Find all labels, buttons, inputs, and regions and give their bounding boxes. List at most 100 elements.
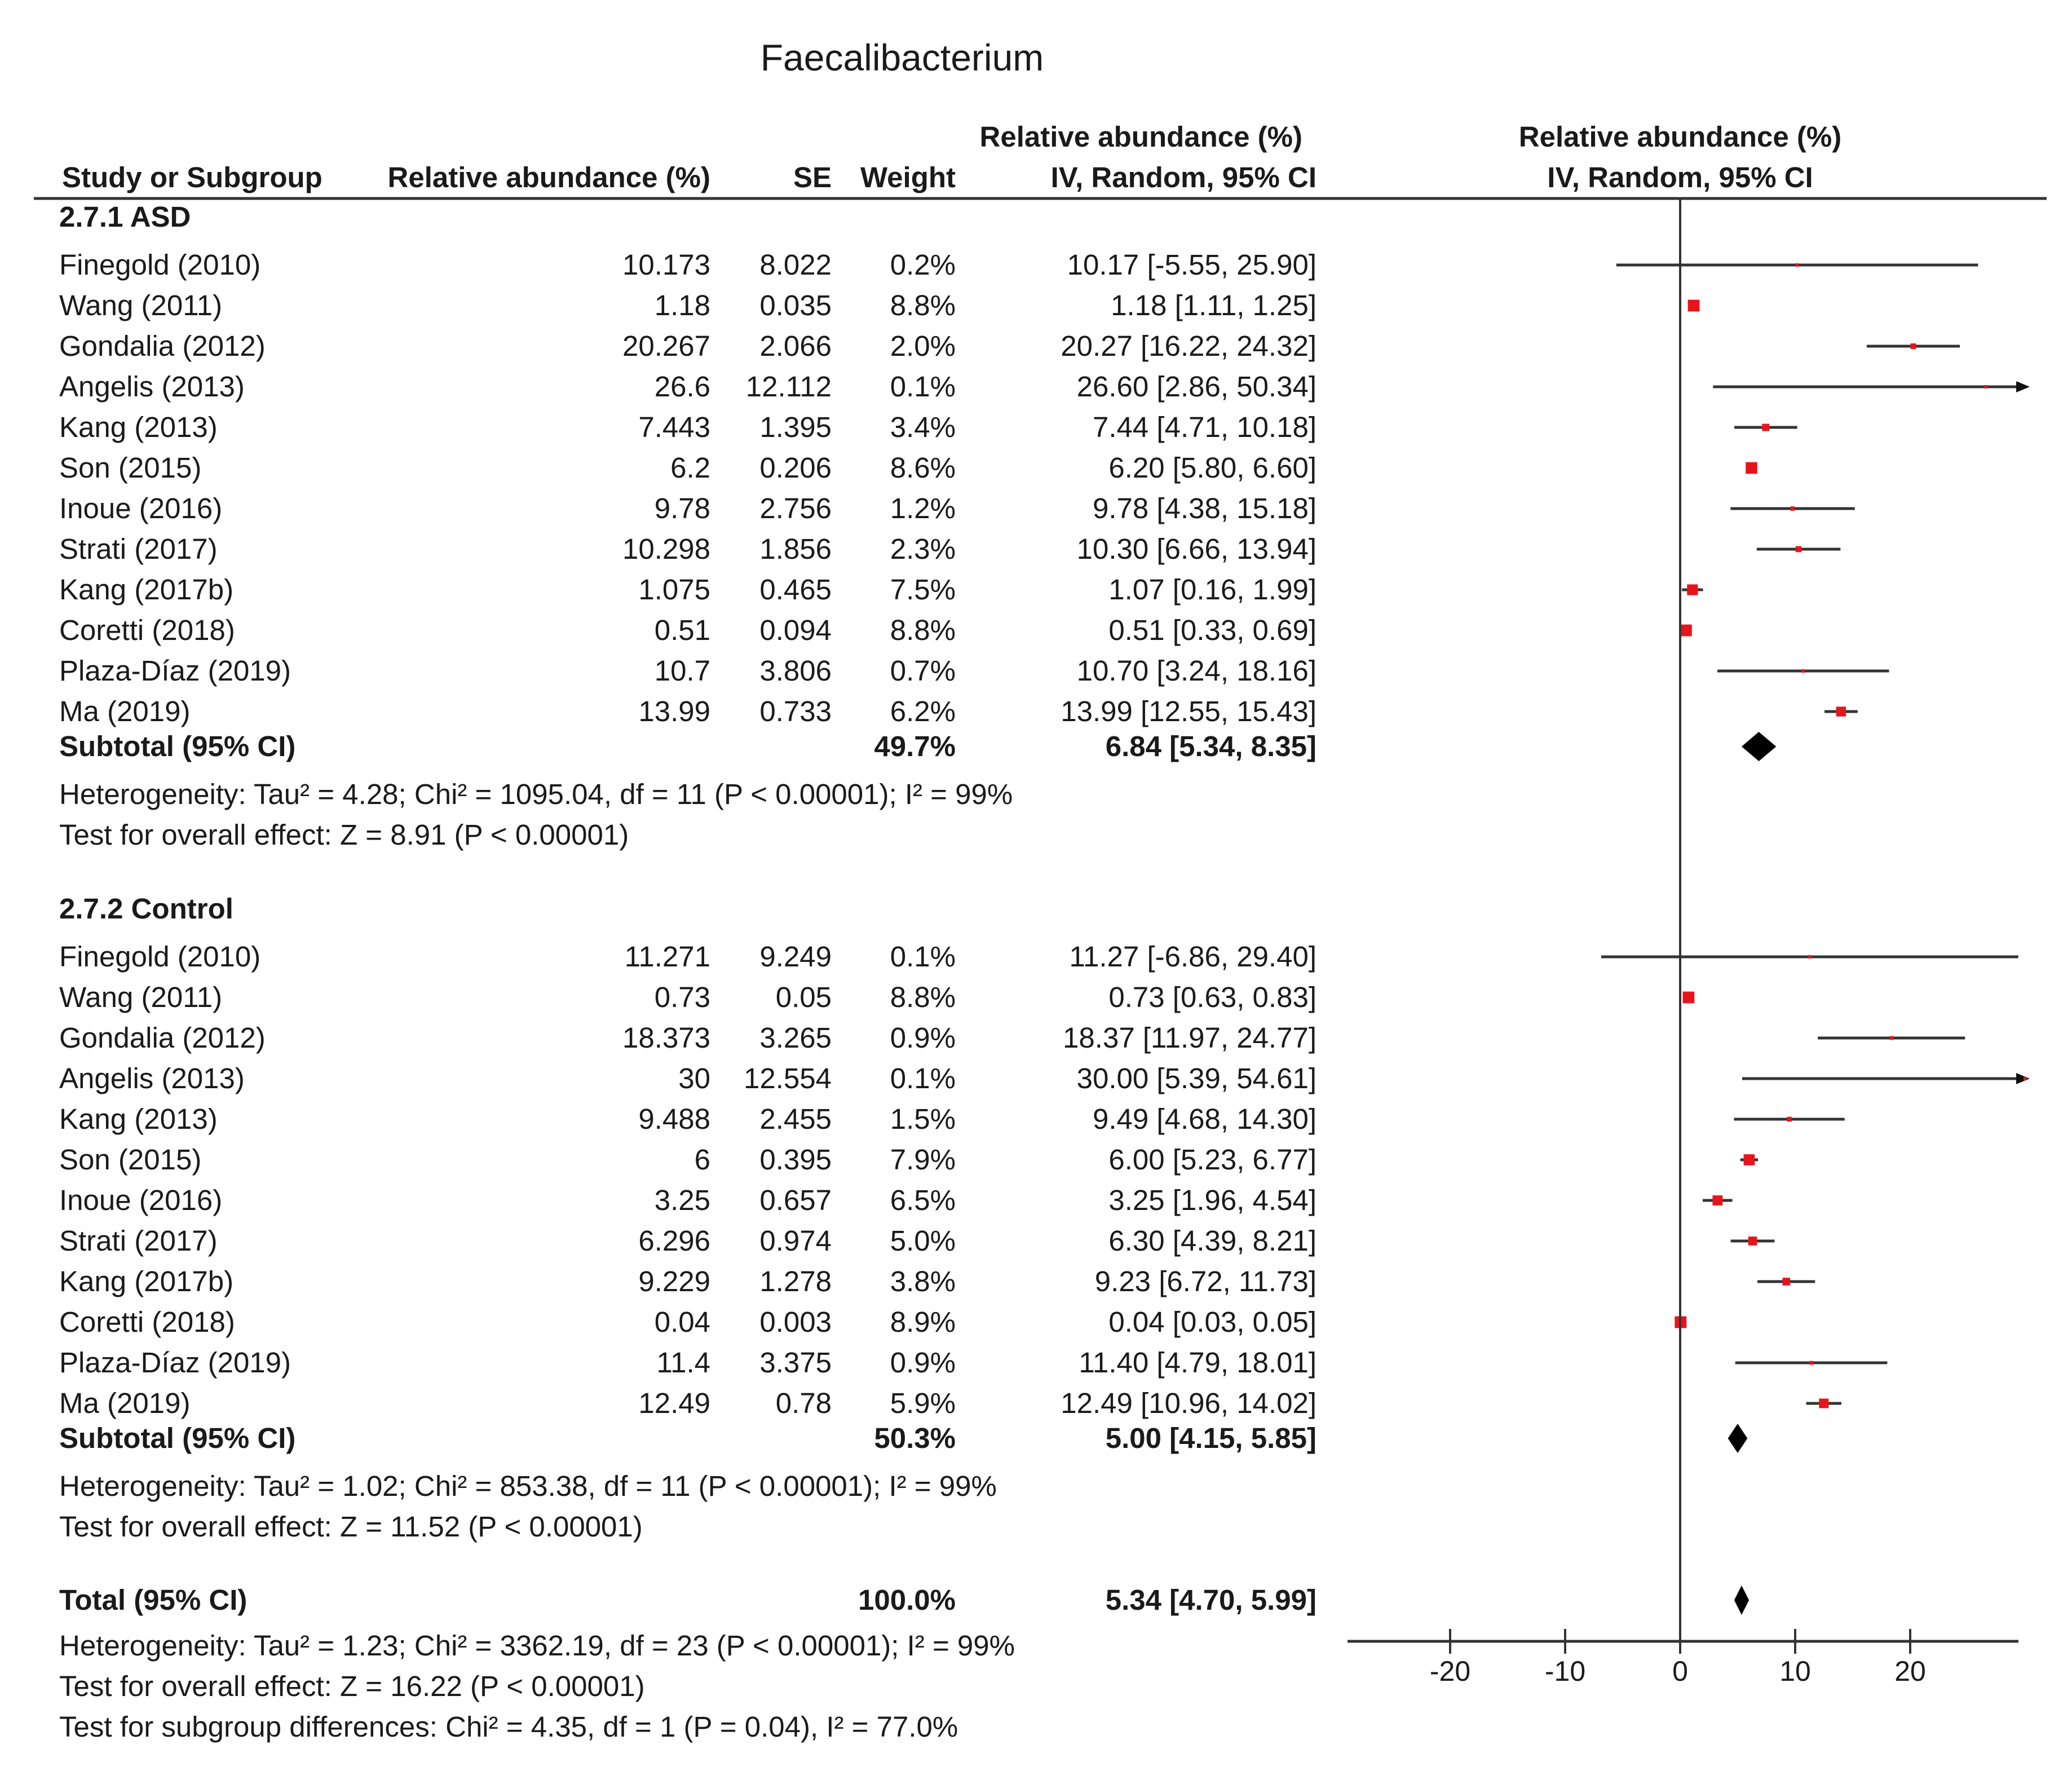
study-marker — [1889, 1036, 1894, 1040]
subgroup-differences-text: Test for subgroup differences: Chi² = 4.… — [59, 1711, 958, 1743]
study-mean: 9.488 — [638, 1103, 710, 1135]
study-mean: 26.6 — [654, 370, 710, 403]
total-ci: 5.34 [4.70, 5.99] — [1105, 1584, 1316, 1616]
total-overall-effect-text: Test for overall effect: Z = 16.22 (P < … — [59, 1670, 645, 1702]
study-name: Finegold (2010) — [59, 249, 261, 281]
study-se: 0.395 — [759, 1143, 832, 1176]
study-weight: 0.2% — [890, 249, 956, 281]
study-ci: 10.30 [6.66, 13.94] — [1076, 533, 1316, 565]
study-name: Strati (2017) — [59, 1225, 218, 1257]
study-weight: 5.0% — [890, 1225, 956, 1257]
study-marker — [1809, 1361, 1813, 1365]
heterogeneity-text: Heterogeneity: Tau² = 4.28; Chi² = 1095.… — [59, 778, 1013, 810]
study-mean: 1.18 — [654, 289, 710, 321]
study-se: 2.756 — [759, 492, 832, 524]
study-marker — [1801, 669, 1805, 673]
study-mean: 9.229 — [638, 1265, 710, 1297]
study-se: 0.657 — [759, 1184, 832, 1216]
study-weight: 8.8% — [890, 981, 956, 1013]
study-marker — [1790, 506, 1795, 511]
study-ci: 10.17 [-5.55, 25.90] — [1067, 249, 1316, 281]
study-weight: 0.7% — [890, 655, 956, 687]
subtotal-label: Subtotal (95% CI) — [59, 1422, 296, 1454]
x-tick-label: 10 — [1779, 1655, 1811, 1687]
study-ci: 6.20 [5.80, 6.60] — [1108, 452, 1316, 484]
study-se: 0.003 — [759, 1306, 832, 1338]
subtotal-ci: 6.84 [5.34, 8.35] — [1105, 730, 1316, 762]
study-weight: 0.9% — [890, 1022, 956, 1054]
study-marker — [1984, 385, 1988, 388]
study-mean: 6.296 — [638, 1225, 710, 1257]
study-weight: 7.5% — [890, 573, 956, 606]
overall-effect-text: Test for overall effect: Z = 11.52 (P < … — [59, 1511, 643, 1543]
study-se: 12.554 — [744, 1062, 832, 1094]
study-marker — [1746, 462, 1757, 474]
study-name: Strati (2017) — [59, 533, 218, 565]
study-se: 0.733 — [759, 695, 832, 727]
study-name: Ma (2019) — [59, 695, 191, 727]
header-se: SE — [793, 161, 832, 193]
header-plot-bottom: IV, Random, 95% CI — [1547, 161, 1813, 193]
header-mean: Relative abundance (%) — [387, 161, 710, 193]
study-ci: 6.30 [4.39, 8.21] — [1108, 1225, 1316, 1257]
study-mean: 1.075 — [638, 573, 710, 606]
study-marker — [1748, 1236, 1757, 1246]
study-weight: 0.1% — [890, 1062, 956, 1094]
study-mean: 11.4 — [656, 1346, 710, 1379]
study-ci: 3.25 [1.96, 4.54] — [1108, 1184, 1316, 1216]
study-ci: 30.00 [5.39, 54.61] — [1076, 1062, 1316, 1094]
study-se: 8.022 — [759, 249, 832, 281]
study-ci: 11.27 [-6.86, 29.40] — [1069, 940, 1316, 973]
study-ci: 20.27 [16.22, 24.32] — [1061, 330, 1316, 362]
study-mean: 9.78 — [654, 492, 710, 524]
study-ci: 10.70 [3.24, 18.16] — [1076, 655, 1316, 687]
study-ci: 18.37 [11.97, 24.77] — [1063, 1022, 1316, 1054]
study-marker — [1762, 423, 1770, 431]
ci-arrow — [2016, 381, 2030, 392]
study-weight: 6.2% — [890, 695, 956, 727]
study-mean: 10.7 — [654, 655, 710, 687]
study-se: 0.094 — [759, 614, 832, 646]
study-weight: 3.8% — [890, 1265, 956, 1297]
study-weight: 8.8% — [890, 289, 956, 321]
total-label: Total (95% CI) — [59, 1584, 248, 1616]
study-name: Gondalia (2012) — [59, 1022, 266, 1054]
header-weight: Weight — [860, 161, 956, 193]
study-mean: 7.443 — [638, 411, 710, 443]
header-ci-top: Relative abundance (%) — [979, 121, 1302, 153]
study-mean: 3.25 — [654, 1184, 710, 1216]
study-mean: 10.173 — [622, 249, 710, 281]
study-weight: 8.6% — [890, 452, 956, 484]
study-name: Kang (2017b) — [59, 1265, 234, 1297]
study-ci: 13.99 [12.55, 15.43] — [1061, 695, 1316, 727]
study-ci: 9.78 [4.38, 15.18] — [1093, 492, 1316, 524]
study-name: Finegold (2010) — [59, 940, 261, 973]
study-se: 2.455 — [759, 1103, 832, 1135]
header-study: Study or Subgroup — [62, 161, 322, 193]
study-ci: 9.49 [4.68, 14.30] — [1093, 1103, 1316, 1135]
subtotal-label: Subtotal (95% CI) — [59, 730, 296, 762]
study-weight: 8.9% — [890, 1306, 956, 1338]
study-mean: 0.04 — [654, 1306, 710, 1338]
study-name: Gondalia (2012) — [59, 330, 266, 362]
study-name: Coretti (2018) — [59, 614, 235, 646]
study-name: Ma (2019) — [59, 1387, 191, 1419]
study-se: 0.206 — [759, 452, 832, 484]
study-name: Kang (2017b) — [59, 573, 234, 606]
study-marker — [1687, 584, 1698, 595]
study-se: 12.112 — [745, 370, 832, 403]
study-ci: 1.18 [1.11, 1.25] — [1111, 289, 1316, 321]
study-name: Wang (2011) — [59, 289, 223, 321]
study-marker — [1680, 624, 1692, 637]
study-name: Inoue (2016) — [59, 492, 223, 524]
subtotal-diamond — [1741, 732, 1777, 761]
study-mean: 30 — [678, 1062, 710, 1094]
study-mean: 10.298 — [622, 533, 710, 565]
study-name: Son (2015) — [59, 452, 202, 484]
study-marker — [1682, 991, 1695, 1004]
study-se: 0.974 — [759, 1225, 832, 1257]
study-ci: 6.00 [5.23, 6.77] — [1108, 1143, 1316, 1176]
study-marker — [1687, 299, 1700, 312]
study-marker — [1819, 1398, 1829, 1408]
